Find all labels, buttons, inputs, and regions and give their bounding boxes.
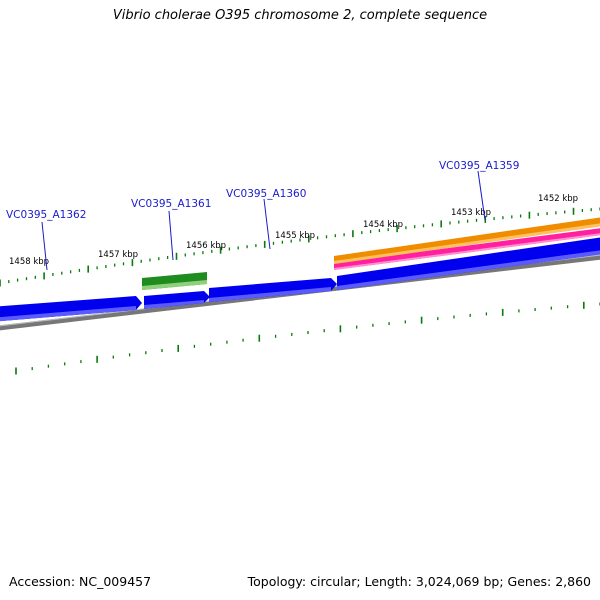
scale-ticks-lower	[15, 301, 600, 375]
scale-ticks-upper	[0, 207, 600, 287]
leader-line-VC0395_A1360	[263, 198, 271, 250]
kbp-label-1453: 1453 kbp	[451, 208, 491, 218]
accession-text: Accession: NC_009457	[9, 574, 152, 589]
kbp-label-1456: 1456 kbp	[186, 241, 226, 251]
kbp-label-1455: 1455 kbp	[275, 231, 315, 241]
map-title: Vibrio cholerae O395 chromosome 2, compl…	[112, 8, 488, 23]
kbp-label-1452: 1452 kbp	[538, 194, 578, 204]
leader-line-VC0395_A1362	[41, 221, 48, 271]
leader-line-VC0395_A1359	[477, 170, 486, 221]
gene-label-VC0395_A1361[interactable]: VC0395_A1361	[131, 198, 211, 210]
gene-labels: VC0395_A1362 VC0395_A1361 VC0395_A1360 V…	[6, 160, 519, 271]
gene-label-VC0395_A1359[interactable]: VC0395_A1359	[439, 160, 519, 172]
kbp-label-1458: 1458 kbp	[9, 257, 49, 267]
leader-line-VC0395_A1361	[168, 210, 174, 261]
gene-label-VC0395_A1362[interactable]: VC0395_A1362	[6, 209, 86, 221]
cds-track	[0, 236, 600, 322]
gene-VC0395_A1359-cds[interactable]	[337, 236, 600, 290]
kbp-label-1454: 1454 kbp	[363, 220, 403, 230]
topology-text: Topology: circular; Length: 3,024,069 bp…	[247, 574, 591, 589]
scale-labels: 1458 kbp 1457 kbp 1456 kbp 1455 kbp 1454…	[9, 194, 578, 267]
kbp-label-1457: 1457 kbp	[98, 250, 138, 260]
gene-label-VC0395_A1360[interactable]: VC0395_A1360	[226, 188, 306, 200]
